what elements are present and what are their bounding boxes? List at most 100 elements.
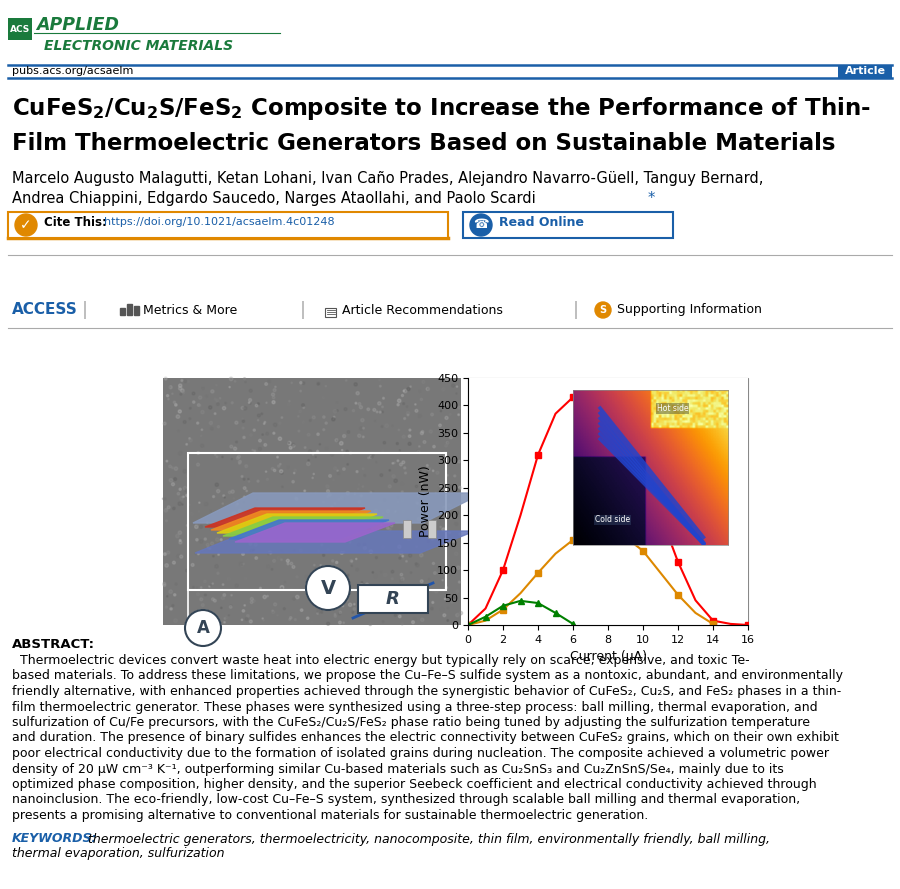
- Bar: [134, 306, 139, 315]
- Circle shape: [428, 388, 430, 390]
- Circle shape: [337, 410, 338, 412]
- Circle shape: [280, 586, 284, 589]
- Circle shape: [173, 507, 176, 509]
- Text: Thermoelectric devices convert waste heat into electric energy but typically rel: Thermoelectric devices convert waste hea…: [12, 654, 750, 667]
- Circle shape: [166, 596, 168, 597]
- Circle shape: [447, 620, 448, 621]
- Circle shape: [249, 620, 252, 623]
- Circle shape: [346, 578, 347, 580]
- Circle shape: [185, 610, 221, 646]
- Text: ABSTRACT:: ABSTRACT:: [12, 638, 95, 651]
- Text: film thermoelectric generator. These phases were synthesized using a three-step : film thermoelectric generator. These pha…: [12, 701, 817, 714]
- Circle shape: [445, 416, 448, 420]
- Polygon shape: [229, 520, 389, 539]
- Circle shape: [289, 446, 292, 449]
- Circle shape: [373, 454, 374, 456]
- Circle shape: [245, 381, 247, 383]
- Circle shape: [426, 477, 428, 479]
- Circle shape: [345, 589, 346, 591]
- Circle shape: [196, 422, 199, 424]
- Circle shape: [264, 445, 265, 446]
- Circle shape: [355, 493, 356, 494]
- Circle shape: [221, 456, 223, 458]
- Circle shape: [215, 538, 219, 541]
- Circle shape: [408, 592, 410, 594]
- Circle shape: [428, 541, 429, 542]
- Circle shape: [398, 545, 401, 549]
- Circle shape: [325, 386, 327, 387]
- Text: *: *: [648, 190, 655, 205]
- Circle shape: [378, 383, 381, 385]
- Circle shape: [214, 412, 216, 414]
- Circle shape: [287, 403, 290, 406]
- Circle shape: [254, 543, 257, 546]
- Circle shape: [304, 490, 306, 492]
- Circle shape: [202, 387, 204, 389]
- Circle shape: [340, 496, 344, 500]
- Circle shape: [445, 501, 446, 503]
- Circle shape: [300, 549, 302, 552]
- Circle shape: [337, 402, 338, 403]
- Circle shape: [180, 555, 183, 558]
- Circle shape: [386, 509, 390, 513]
- Circle shape: [379, 412, 382, 413]
- Circle shape: [415, 485, 418, 487]
- Circle shape: [171, 467, 174, 469]
- FancyBboxPatch shape: [8, 212, 448, 238]
- Circle shape: [320, 544, 323, 546]
- Circle shape: [400, 463, 402, 466]
- Circle shape: [275, 525, 277, 528]
- Circle shape: [323, 416, 325, 418]
- Circle shape: [406, 560, 408, 562]
- Circle shape: [427, 465, 428, 467]
- Circle shape: [277, 614, 278, 616]
- Circle shape: [363, 543, 366, 546]
- Circle shape: [407, 414, 409, 416]
- Circle shape: [315, 456, 316, 458]
- Circle shape: [427, 508, 428, 509]
- Circle shape: [357, 543, 360, 546]
- Text: Metrics & More: Metrics & More: [143, 303, 238, 316]
- Circle shape: [395, 449, 397, 451]
- Circle shape: [373, 597, 375, 600]
- Circle shape: [323, 428, 325, 430]
- Circle shape: [241, 533, 245, 536]
- Circle shape: [221, 597, 224, 600]
- Circle shape: [328, 493, 331, 496]
- Circle shape: [428, 520, 430, 523]
- Circle shape: [184, 486, 187, 490]
- Circle shape: [169, 386, 172, 388]
- Circle shape: [217, 426, 220, 428]
- Circle shape: [281, 549, 283, 551]
- Circle shape: [317, 506, 319, 508]
- Circle shape: [189, 438, 193, 442]
- Circle shape: [273, 517, 275, 519]
- Circle shape: [443, 613, 446, 617]
- Circle shape: [399, 601, 401, 604]
- Circle shape: [333, 410, 337, 413]
- Circle shape: [361, 581, 363, 583]
- Circle shape: [336, 561, 338, 564]
- Circle shape: [344, 408, 347, 411]
- Circle shape: [386, 607, 388, 608]
- Circle shape: [240, 563, 244, 566]
- Circle shape: [205, 395, 208, 397]
- Circle shape: [347, 512, 350, 515]
- Circle shape: [338, 499, 340, 501]
- Circle shape: [378, 402, 381, 405]
- Circle shape: [407, 388, 410, 390]
- Circle shape: [396, 602, 399, 604]
- Circle shape: [400, 551, 403, 555]
- Circle shape: [174, 401, 176, 404]
- Circle shape: [335, 438, 338, 442]
- Circle shape: [339, 611, 341, 613]
- Circle shape: [383, 573, 387, 577]
- Circle shape: [317, 451, 319, 453]
- Circle shape: [317, 610, 320, 613]
- Circle shape: [272, 610, 274, 612]
- Circle shape: [328, 538, 330, 541]
- Circle shape: [227, 578, 230, 581]
- Circle shape: [259, 588, 261, 589]
- Circle shape: [256, 499, 258, 501]
- Circle shape: [164, 498, 166, 500]
